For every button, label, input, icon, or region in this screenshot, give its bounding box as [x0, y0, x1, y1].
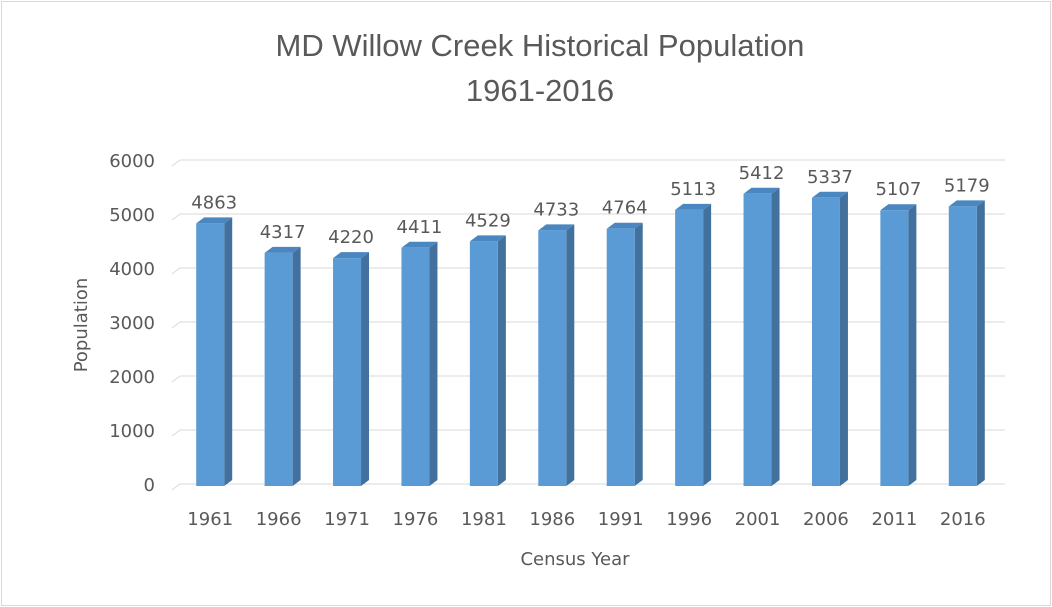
bar-side	[566, 224, 575, 486]
data-label: 4529	[465, 210, 511, 231]
x-tick-label: 1986	[529, 509, 575, 530]
bar-side	[976, 200, 985, 487]
data-label: 4764	[602, 198, 648, 219]
data-label: 4220	[328, 227, 374, 248]
bar-side	[771, 187, 780, 486]
bar-front	[538, 230, 567, 486]
y-tick-label: 6000	[109, 151, 155, 172]
grid-line	[171, 159, 1005, 167]
grid-line	[171, 213, 1005, 221]
y-axis-title: Population	[71, 278, 92, 373]
data-label: 5179	[944, 175, 990, 196]
bar-top	[743, 187, 780, 194]
bar-front	[264, 252, 293, 486]
x-tick-label: 1981	[461, 509, 507, 530]
data-label: 5113	[670, 179, 716, 200]
bar-side	[703, 203, 712, 486]
bar-front	[469, 241, 498, 486]
grid-line	[171, 483, 1005, 491]
x-tick-label: 1971	[324, 509, 370, 530]
bar-front	[880, 210, 909, 487]
data-label: 5412	[739, 163, 785, 184]
bar	[675, 203, 712, 486]
bar-front	[333, 258, 362, 486]
bar-side	[429, 241, 438, 486]
bar	[811, 191, 848, 486]
y-tick-label: 1000	[109, 421, 155, 442]
data-label: 4733	[533, 199, 579, 220]
bar-top	[196, 217, 233, 224]
bar-side	[908, 204, 917, 487]
bar-top	[401, 241, 438, 248]
y-tick-label: 5000	[109, 205, 155, 226]
bar-front	[606, 228, 635, 486]
x-tick-label: 2001	[735, 509, 781, 530]
bar-front	[401, 247, 430, 486]
chart-title: 1961-2016	[466, 73, 614, 108]
data-label: 4317	[260, 222, 306, 243]
bar	[333, 252, 370, 486]
x-tick-label: 1961	[187, 509, 233, 530]
x-tick-label: 2006	[803, 509, 849, 530]
bar-top	[538, 224, 575, 231]
bar	[743, 187, 780, 486]
bar-top	[811, 191, 848, 198]
bar	[606, 222, 643, 486]
bar-side	[839, 191, 848, 486]
bar	[401, 241, 438, 486]
x-tick-label: 1996	[666, 509, 712, 530]
bar	[538, 224, 575, 486]
bar-front	[675, 209, 704, 486]
data-label: 5337	[807, 167, 853, 188]
bar-front	[948, 206, 977, 487]
x-tick-label: 1991	[598, 509, 644, 530]
x-tick-label: 1976	[393, 509, 439, 530]
bar-top	[333, 252, 370, 259]
data-label: 5107	[875, 179, 921, 200]
bar-top	[675, 203, 712, 210]
bar	[264, 246, 301, 486]
grid-line	[171, 375, 1005, 383]
bar-front	[811, 197, 840, 486]
y-tick-label: 4000	[109, 259, 155, 280]
bar-front	[743, 193, 772, 486]
bar	[880, 204, 917, 487]
bar-top	[264, 246, 301, 253]
grid-line	[171, 321, 1005, 329]
grid-line	[171, 267, 1005, 275]
bar-side	[224, 217, 233, 486]
x-tick-label: 2011	[871, 509, 917, 530]
chart-title: MD Willow Creek Historical Population	[276, 28, 805, 63]
bar-side	[497, 235, 506, 486]
bar	[469, 235, 506, 486]
bar	[196, 217, 233, 486]
y-tick-label: 3000	[109, 313, 155, 334]
grid-line	[171, 429, 1005, 437]
bar-side	[292, 246, 301, 486]
data-label: 4411	[397, 217, 443, 238]
x-tick-label: 1966	[256, 509, 302, 530]
bar-top	[469, 235, 506, 242]
bar-front	[196, 223, 225, 486]
bar-top	[880, 204, 917, 211]
bar-top	[948, 200, 985, 207]
x-axis-title: Census Year	[520, 549, 630, 570]
bar-top	[606, 222, 643, 229]
y-tick-label: 2000	[109, 367, 155, 388]
bar-side	[361, 252, 370, 486]
data-label: 4863	[191, 192, 237, 213]
x-tick-label: 2016	[940, 509, 986, 530]
y-tick-label: 0	[144, 475, 155, 496]
bar-side	[634, 222, 643, 486]
bar	[948, 200, 985, 487]
